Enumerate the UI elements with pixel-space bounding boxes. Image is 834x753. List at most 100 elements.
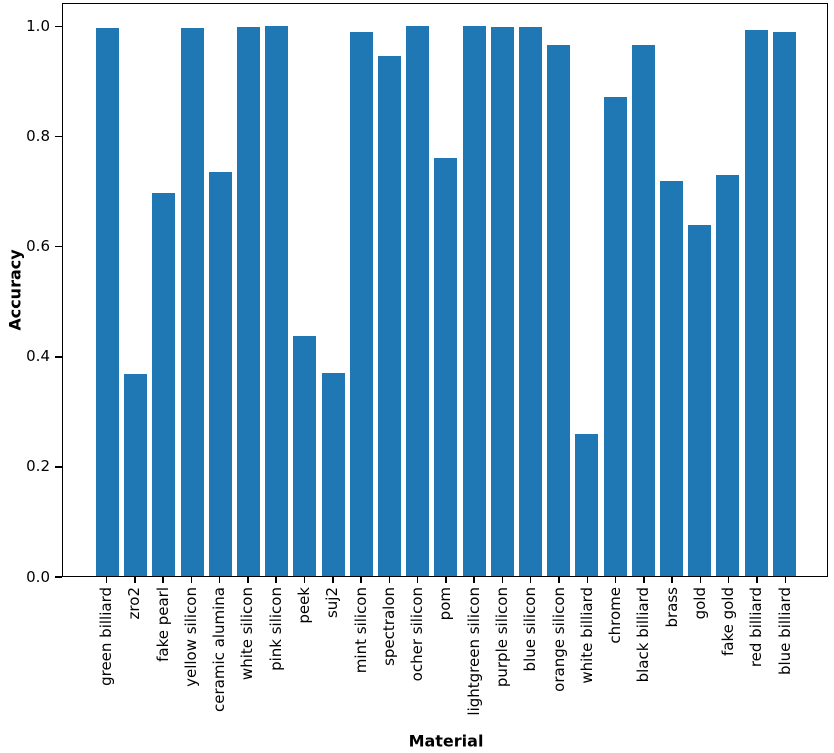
x-tick-mark	[275, 577, 277, 583]
x-tick-label: purple silicon	[492, 587, 511, 688]
x-tick-chrome: chrome	[604, 577, 627, 716]
bar-chrome	[603, 96, 627, 576]
bar-black-billiard	[631, 44, 655, 576]
x-tick-label: yellow silicon	[181, 587, 200, 687]
y-tick-label: 0.0	[26, 567, 50, 586]
x-tick-gold: gold	[689, 577, 712, 716]
x-tick-mark	[190, 577, 193, 583]
x-tick-mark	[586, 577, 589, 583]
x-tick-mark	[218, 577, 221, 583]
x-tick-label: fake pearl	[153, 587, 172, 662]
bar-pom	[434, 158, 458, 576]
x-tick-red-billiard: red billiard	[745, 577, 768, 716]
x-tick-mark	[303, 577, 306, 583]
x-tick-black-billiard: black billiard	[632, 577, 655, 716]
x-tick-label: peek	[294, 587, 313, 624]
x-tick-purple-silicon: purple silicon	[491, 577, 514, 716]
bar-white-billiard	[575, 434, 599, 576]
x-tick-label: suj2	[323, 587, 342, 619]
x-tick-lightgreen-silicon: lightgreen silicon	[463, 577, 486, 716]
y-tick-label: 0.6	[26, 237, 50, 256]
bar-fake-pearl	[152, 192, 176, 576]
x-tick-mark	[529, 577, 532, 583]
x-tick-mark	[671, 577, 673, 583]
x-tick-mark	[416, 577, 419, 583]
plot-area	[62, 3, 828, 577]
x-tick-mark	[643, 577, 645, 583]
x-tick-pom: pom	[434, 577, 457, 716]
bar-zro2	[124, 374, 148, 576]
x-tick-white-silicon: white silicon	[236, 577, 259, 716]
x-tick-blue-billiard: blue billiard	[774, 577, 797, 716]
x-tick-label: gold	[690, 587, 709, 620]
bar-purple-silicon	[490, 26, 514, 576]
x-tick-yellow-silicon: yellow silicon	[180, 577, 203, 716]
bar-mint-silicon	[349, 31, 373, 576]
x-tick-brass: brass	[661, 577, 684, 716]
bar-suj2	[321, 373, 345, 576]
x-tick-ocher-silicon: ocher silicon	[406, 577, 429, 716]
x-tick-mark	[360, 577, 362, 583]
x-tick-mark	[388, 577, 391, 583]
y-tick-label: 0.2	[26, 457, 50, 476]
x-tick-mark	[756, 577, 758, 583]
y-tick-mark	[55, 466, 62, 468]
x-tick-white-billiard: white billiard	[576, 577, 599, 716]
y-tick-mark	[55, 356, 62, 358]
x-tick-label: red billiard	[747, 587, 766, 668]
bar-red-billiard	[744, 29, 768, 576]
x-tick-green-billiard: green billiard	[95, 577, 118, 716]
bar-lightgreen-silicon	[462, 25, 486, 576]
bar-gold	[688, 224, 712, 576]
bar-ocher-silicon	[406, 25, 430, 576]
x-tick-label: blue silicon	[521, 587, 540, 672]
y-tick-label: 1.0	[26, 17, 50, 35]
x-tick-label: orange silicon	[549, 587, 568, 692]
x-tick-mark	[473, 577, 475, 583]
x-tick-mark	[558, 577, 560, 583]
bar-white-silicon	[237, 26, 261, 576]
y-tick-mark	[55, 135, 62, 138]
y-tick-mark	[55, 245, 62, 248]
x-tick-fake-pearl: fake pearl	[152, 577, 175, 716]
x-tick-spectralon: spectralon	[378, 577, 401, 716]
bar-fake-gold	[716, 174, 740, 576]
x-tick-mark	[105, 577, 108, 583]
x-tick-suj2: suj2	[321, 577, 344, 716]
x-tick-label: pink silicon	[266, 587, 285, 671]
x-tick-mark	[247, 577, 249, 583]
x-tick-fake-gold: fake gold	[717, 577, 740, 716]
bar-blue-billiard	[772, 31, 796, 576]
bar-orange-silicon	[547, 44, 571, 576]
x-tick-pink-silicon: pink silicon	[265, 577, 288, 716]
x-tick-label: black billiard	[634, 587, 653, 683]
bar-spectralon	[378, 55, 402, 576]
y-tick-mark	[55, 25, 62, 28]
bar-blue-silicon	[519, 27, 543, 576]
x-axis-title: Material	[408, 731, 484, 751]
x-tick-mark	[162, 577, 164, 583]
y-tick-mark	[55, 576, 62, 578]
x-tick-label: zro2	[125, 587, 144, 620]
x-tick-mint-silicon: mint silicon	[350, 577, 373, 716]
x-tick-mark	[445, 577, 447, 583]
x-tick-mark	[727, 577, 730, 583]
bar-green-billiard	[96, 28, 119, 576]
x-tick-label: white silicon	[238, 587, 257, 681]
x-tick-label: mint silicon	[351, 587, 370, 674]
bar-brass	[660, 180, 684, 576]
x-tick-mark	[134, 577, 136, 583]
x-tick-zro2: zro2	[123, 577, 146, 716]
x-tick-label: spectralon	[379, 587, 398, 666]
bar-ceramic-alumina	[208, 171, 232, 576]
x-tick-mark	[332, 577, 334, 583]
x-tick-mark	[501, 577, 504, 583]
x-tick-label: brass	[662, 587, 681, 628]
x-tick-label: lightgreen silicon	[464, 587, 483, 716]
bar-yellow-silicon	[180, 27, 204, 576]
x-tick-label: green billiard	[97, 587, 115, 686]
bar-peek	[293, 336, 317, 576]
x-tick-label: ceramic alumina	[210, 587, 229, 712]
bar-pink-silicon	[265, 25, 289, 576]
